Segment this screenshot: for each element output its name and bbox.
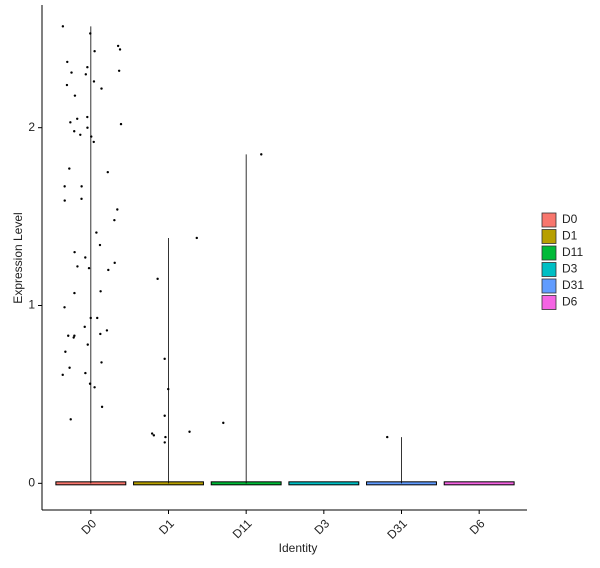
- point: [95, 231, 98, 234]
- legend-swatch: [541, 229, 557, 244]
- point: [86, 126, 89, 129]
- point: [69, 121, 72, 124]
- point: [65, 83, 69, 87]
- x-tick-label: D31: [384, 516, 410, 542]
- point: [163, 357, 166, 361]
- point: [164, 435, 167, 439]
- point: [80, 185, 83, 188]
- point: [100, 87, 103, 90]
- x-tick-label: D6: [467, 516, 488, 537]
- point: [105, 329, 109, 332]
- legend-swatch: [541, 212, 557, 228]
- x-axis-title: Identity: [279, 541, 318, 555]
- legend-label: D0: [562, 212, 578, 226]
- point: [92, 140, 95, 144]
- point: [99, 332, 102, 336]
- point: [61, 373, 64, 377]
- violin-body: [288, 481, 360, 486]
- legend-swatch: [541, 245, 557, 261]
- point: [152, 434, 156, 437]
- point: [222, 421, 225, 425]
- point: [61, 25, 65, 28]
- x-tick-label: D11: [230, 516, 255, 541]
- point: [116, 44, 120, 48]
- x-tick-label: D1: [156, 516, 177, 537]
- point: [116, 208, 119, 211]
- point: [86, 343, 89, 346]
- legend-label: D31: [562, 278, 584, 292]
- point: [107, 268, 110, 272]
- x-tick-label: D0: [78, 516, 99, 537]
- point: [90, 135, 93, 138]
- point: [163, 441, 166, 444]
- point: [63, 185, 66, 188]
- legend-swatch: [541, 262, 557, 277]
- point: [98, 243, 102, 247]
- point: [260, 153, 263, 156]
- legend-label: D1: [562, 229, 578, 243]
- point: [188, 430, 191, 433]
- point: [67, 334, 70, 337]
- point: [113, 218, 116, 222]
- point: [92, 80, 96, 83]
- point: [86, 66, 89, 69]
- point: [93, 50, 96, 53]
- point: [88, 382, 92, 385]
- point: [386, 435, 389, 439]
- point: [167, 387, 170, 391]
- point: [99, 290, 102, 293]
- point: [113, 261, 116, 265]
- point: [63, 306, 66, 309]
- point: [89, 316, 92, 320]
- point: [80, 197, 83, 201]
- point: [100, 361, 103, 364]
- point: [118, 48, 122, 51]
- point: [163, 414, 166, 417]
- point: [66, 60, 69, 64]
- point: [156, 277, 159, 281]
- point: [73, 250, 76, 254]
- point: [106, 170, 109, 174]
- point: [87, 266, 91, 270]
- point: [86, 115, 89, 119]
- y-axis-title: Expression Level: [11, 212, 25, 303]
- violin-body: [443, 481, 515, 486]
- point: [84, 371, 87, 375]
- point: [73, 94, 77, 97]
- point: [73, 291, 76, 295]
- legend-label: D3: [562, 262, 578, 276]
- point: [93, 386, 96, 389]
- point: [84, 256, 87, 259]
- point: [64, 350, 67, 353]
- point: [117, 69, 121, 72]
- y-tick-label: 2: [28, 120, 35, 134]
- point: [72, 336, 75, 339]
- point: [119, 122, 123, 126]
- point: [76, 265, 79, 268]
- x-tick-label: D3: [311, 516, 332, 537]
- point: [69, 418, 72, 421]
- point: [195, 236, 198, 240]
- point: [100, 405, 104, 409]
- point: [68, 167, 71, 170]
- point: [96, 316, 99, 320]
- legend-swatch: [541, 278, 557, 294]
- y-tick-label: 1: [28, 298, 35, 312]
- point: [83, 325, 86, 329]
- point: [63, 199, 66, 202]
- legend-swatch: [541, 295, 557, 310]
- point: [79, 133, 82, 137]
- point: [76, 117, 79, 121]
- point: [84, 73, 88, 76]
- point: [68, 366, 71, 369]
- point: [73, 130, 76, 133]
- point: [150, 432, 154, 435]
- legend-label: D6: [562, 295, 578, 309]
- y-tick-label: 0: [28, 475, 35, 489]
- point: [70, 71, 73, 74]
- legend-label: D11: [562, 245, 583, 259]
- point: [89, 32, 92, 35]
